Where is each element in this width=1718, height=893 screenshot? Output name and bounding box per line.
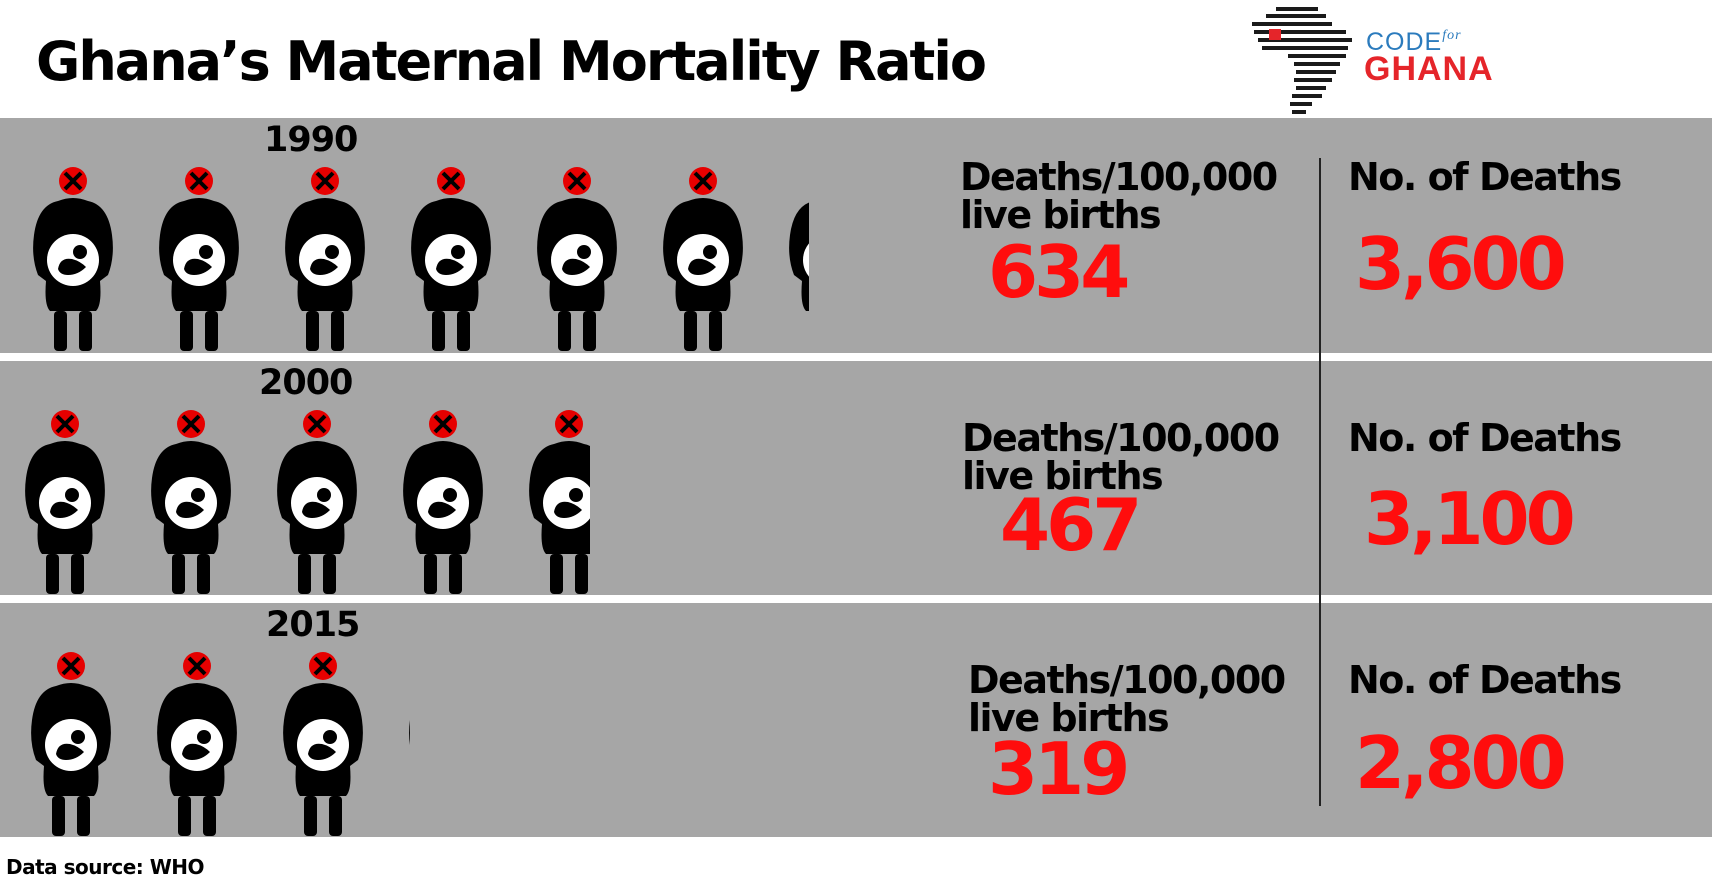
deaths-value: 2,800 [1355, 721, 1567, 805]
deaths-label: No. of Deaths [1348, 416, 1622, 460]
africa-map-icon [1252, 7, 1352, 114]
pregnant-woman-icon [25, 410, 105, 594]
pregnant-woman-icon [403, 410, 483, 594]
ratio-value: 467 [1000, 483, 1142, 567]
deaths-value: 3,600 [1355, 222, 1567, 306]
code-for-ghana-logo: CODEfor GHANA [1248, 2, 1513, 120]
year-label: 1990 [264, 120, 358, 160]
ratio-label: Deaths/100,000 live births [968, 658, 1286, 740]
pregnant-woman-icon [277, 410, 357, 594]
ratio-label: Deaths/100,000 live births [962, 416, 1280, 498]
pictogram-2015 [0, 650, 410, 836]
row-1990: 1990 Deaths/100,000 live births 634 No. o… [0, 118, 1712, 353]
year-label: 2015 [266, 605, 360, 645]
partial-pregnant-woman-icon [789, 202, 809, 311]
deaths-label: No. of Deaths [1348, 658, 1622, 702]
chart-title: Ghana’s Maternal Mortality Ratio [36, 30, 987, 93]
row-2015: 2015 Deaths/100,000 live births 319 No. o… [0, 603, 1712, 837]
logo-code-text: CODEfor [1366, 28, 1462, 56]
ratio-value: 634 [988, 230, 1130, 314]
deaths-label: No. of Deaths [1348, 155, 1622, 199]
partial-pregnant-woman-icon [409, 720, 410, 745]
pictogram-icons [25, 410, 591, 594]
pregnant-woman-icon [411, 167, 491, 351]
ratio-label: Deaths/100,000 live births [960, 155, 1278, 237]
pictogram-2000 [0, 408, 591, 594]
pregnant-woman-icon [151, 410, 231, 594]
pregnant-woman-icon [31, 652, 111, 836]
pregnant-woman-icon [33, 167, 113, 351]
pictogram-1990 [0, 165, 809, 351]
pregnant-woman-icon [157, 652, 237, 836]
pictogram-icons [33, 167, 809, 351]
year-label: 2000 [259, 363, 353, 403]
pregnant-woman-icon [663, 167, 743, 351]
logo-ghana-text: GHANA [1364, 50, 1494, 88]
pregnant-woman-icon [285, 167, 365, 351]
pregnant-woman-icon [159, 167, 239, 351]
column-divider [1319, 158, 1321, 806]
pregnant-woman-icon [283, 652, 363, 836]
partial-pregnant-woman-icon [529, 410, 591, 594]
ratio-value: 319 [988, 727, 1130, 811]
pictogram-icons [31, 652, 410, 836]
row-2000: 2000 Deaths/100,000 live births 467 No. o… [0, 361, 1712, 595]
data-source: Data source: WHO [6, 855, 205, 879]
deaths-value: 3,100 [1364, 477, 1576, 561]
pregnant-woman-icon [537, 167, 617, 351]
